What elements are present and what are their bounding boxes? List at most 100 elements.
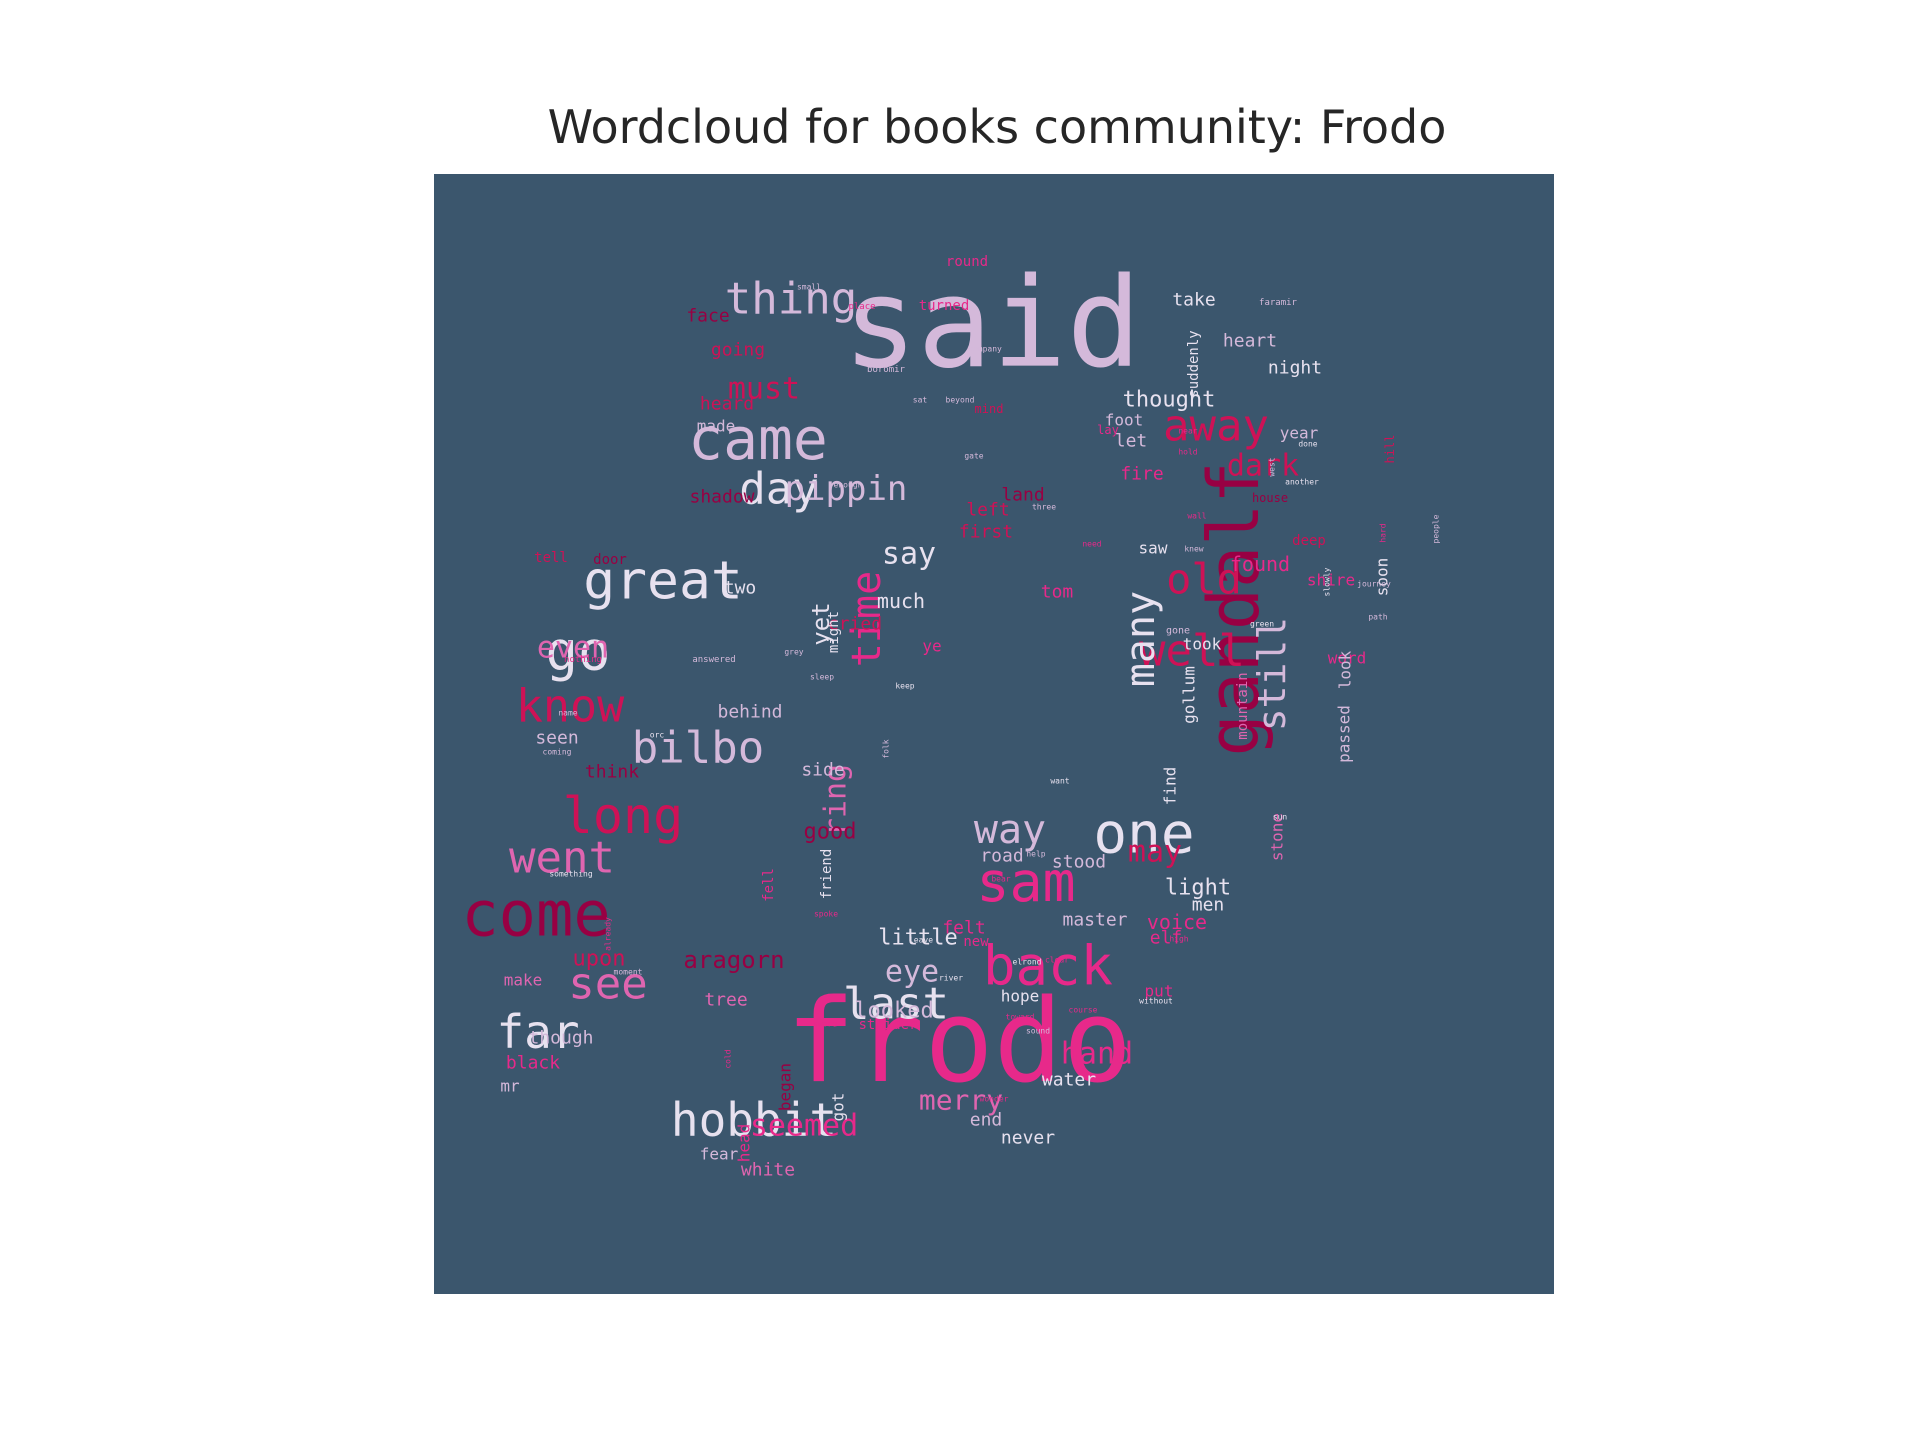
word-thought: thought bbox=[1123, 388, 1216, 413]
word-done: done bbox=[1298, 440, 1317, 449]
word-come: come bbox=[461, 878, 610, 951]
word-keep: keep bbox=[895, 682, 914, 691]
word-left: left bbox=[966, 500, 1009, 521]
word-black: black bbox=[506, 1053, 560, 1074]
word-help: help bbox=[1026, 850, 1045, 859]
word-faramir: faramir bbox=[1259, 298, 1298, 308]
word-way: way bbox=[974, 807, 1046, 853]
word-face: face bbox=[686, 306, 729, 327]
word-well: well bbox=[1139, 626, 1245, 677]
word-river: river bbox=[939, 974, 963, 983]
word-bear: bear bbox=[991, 875, 1010, 884]
word-lay: lay bbox=[1097, 423, 1119, 437]
word-company: company bbox=[968, 345, 1002, 354]
word-took: took bbox=[1183, 635, 1222, 654]
word-green: green bbox=[1250, 620, 1274, 629]
word-door: door bbox=[593, 552, 627, 568]
word-turned: turned bbox=[919, 298, 970, 314]
word-land: land bbox=[1001, 485, 1044, 506]
word-round: round bbox=[946, 254, 988, 270]
word-pippin: pippin bbox=[785, 469, 908, 509]
word-little: little bbox=[878, 926, 957, 951]
word-water: water bbox=[1042, 1070, 1096, 1091]
word-people: people bbox=[1432, 514, 1441, 543]
word-fear: fear bbox=[700, 1145, 739, 1164]
word-small: small bbox=[797, 283, 821, 292]
word-hand: hand bbox=[1061, 1037, 1133, 1072]
word-stood: stood bbox=[1052, 852, 1106, 873]
word-sound: sound bbox=[1026, 1027, 1050, 1036]
word-hope: hope bbox=[1001, 987, 1040, 1006]
word-shadow: shadow bbox=[689, 487, 754, 508]
word-let: let bbox=[1115, 431, 1148, 452]
word-behind: behind bbox=[717, 702, 782, 723]
word-mr: mr bbox=[500, 1077, 520, 1096]
word-looked: looked bbox=[854, 999, 933, 1024]
word-even: even bbox=[537, 631, 609, 666]
word-hard: hard bbox=[1379, 523, 1388, 542]
word-yet: yet bbox=[807, 602, 835, 645]
word-want: want bbox=[1050, 777, 1069, 786]
word-elrond: elrond bbox=[1013, 958, 1042, 967]
wordcloud-panel: said frodo gandalf come came one great sam back l… bbox=[434, 174, 1554, 1294]
word-cried: cried bbox=[828, 614, 882, 635]
wordcloud-svg: saidfrodogandalfcomecameonegreatsambackl… bbox=[434, 174, 1554, 1294]
word-seen: seen bbox=[535, 728, 578, 749]
word-hobbit: hobbit bbox=[671, 1093, 837, 1147]
word-toward: toward bbox=[1006, 1013, 1035, 1022]
word-never: never bbox=[1001, 1128, 1055, 1149]
word-mountain: mountain bbox=[1235, 672, 1251, 739]
word-high: high bbox=[1169, 935, 1188, 944]
wordcloud-words: saidfrodogandalfcomecameonegreatsambackl… bbox=[461, 252, 1440, 1181]
word-made: made bbox=[697, 417, 736, 436]
word-men: men bbox=[1192, 895, 1225, 916]
word-back: back bbox=[983, 935, 1113, 998]
word-seemed: seemed bbox=[750, 1109, 858, 1144]
word-new: new bbox=[963, 934, 989, 950]
word-long: long bbox=[563, 787, 683, 845]
word-last: last bbox=[843, 979, 949, 1030]
word-time: time bbox=[844, 571, 890, 667]
word-folk: folk bbox=[882, 739, 891, 758]
word-frodo: frodo bbox=[786, 975, 1132, 1109]
word-take: take bbox=[1172, 290, 1215, 311]
word-heard: heard bbox=[700, 394, 754, 415]
word-grey: grey bbox=[784, 648, 803, 657]
word-strider: strider bbox=[858, 1017, 917, 1033]
word-clear: clear bbox=[1045, 956, 1069, 965]
word-friend: friend bbox=[819, 849, 835, 900]
word-voice: voice bbox=[1147, 910, 1207, 934]
word-though: though bbox=[528, 1028, 593, 1049]
word-bilbo: bilbo bbox=[632, 723, 764, 774]
word-house: house bbox=[1252, 491, 1288, 505]
word-dark: dark bbox=[1227, 449, 1299, 484]
word-mind: mind bbox=[975, 402, 1004, 416]
word-far: far bbox=[496, 1005, 579, 1059]
word-thing: thing bbox=[725, 274, 857, 325]
word-day: day bbox=[739, 464, 818, 515]
word-passed: passed bbox=[1335, 705, 1354, 763]
word-need: need bbox=[1082, 540, 1101, 549]
word-ye: ye bbox=[922, 637, 941, 656]
chart-title: Wordcloud for books community: Frodo bbox=[547, 100, 1447, 154]
word-tom: tom bbox=[1041, 582, 1074, 603]
word-knew: knew bbox=[1184, 545, 1203, 554]
word-boromir: boromir bbox=[867, 365, 906, 375]
word-three: three bbox=[1032, 503, 1056, 512]
word-place: place bbox=[848, 302, 875, 312]
word-suddenly: suddenly bbox=[1186, 330, 1202, 397]
word-might: might bbox=[826, 611, 842, 653]
word-aragorn: aragorn bbox=[683, 946, 784, 974]
word-sword: sword bbox=[813, 1020, 837, 1029]
word-side: side bbox=[801, 760, 844, 781]
word-upon: upon bbox=[573, 947, 626, 972]
word-west: west bbox=[1268, 457, 1277, 476]
word-know: know bbox=[516, 680, 625, 733]
word-sleep: sleep bbox=[810, 673, 834, 682]
word-cold: cold bbox=[724, 1049, 733, 1068]
word-something: something bbox=[549, 870, 593, 879]
word-sam: sam bbox=[976, 850, 1075, 914]
word-night: night bbox=[1268, 358, 1322, 379]
word-gandalf: gandalf bbox=[1193, 461, 1275, 756]
word-moment: moment bbox=[614, 968, 643, 977]
